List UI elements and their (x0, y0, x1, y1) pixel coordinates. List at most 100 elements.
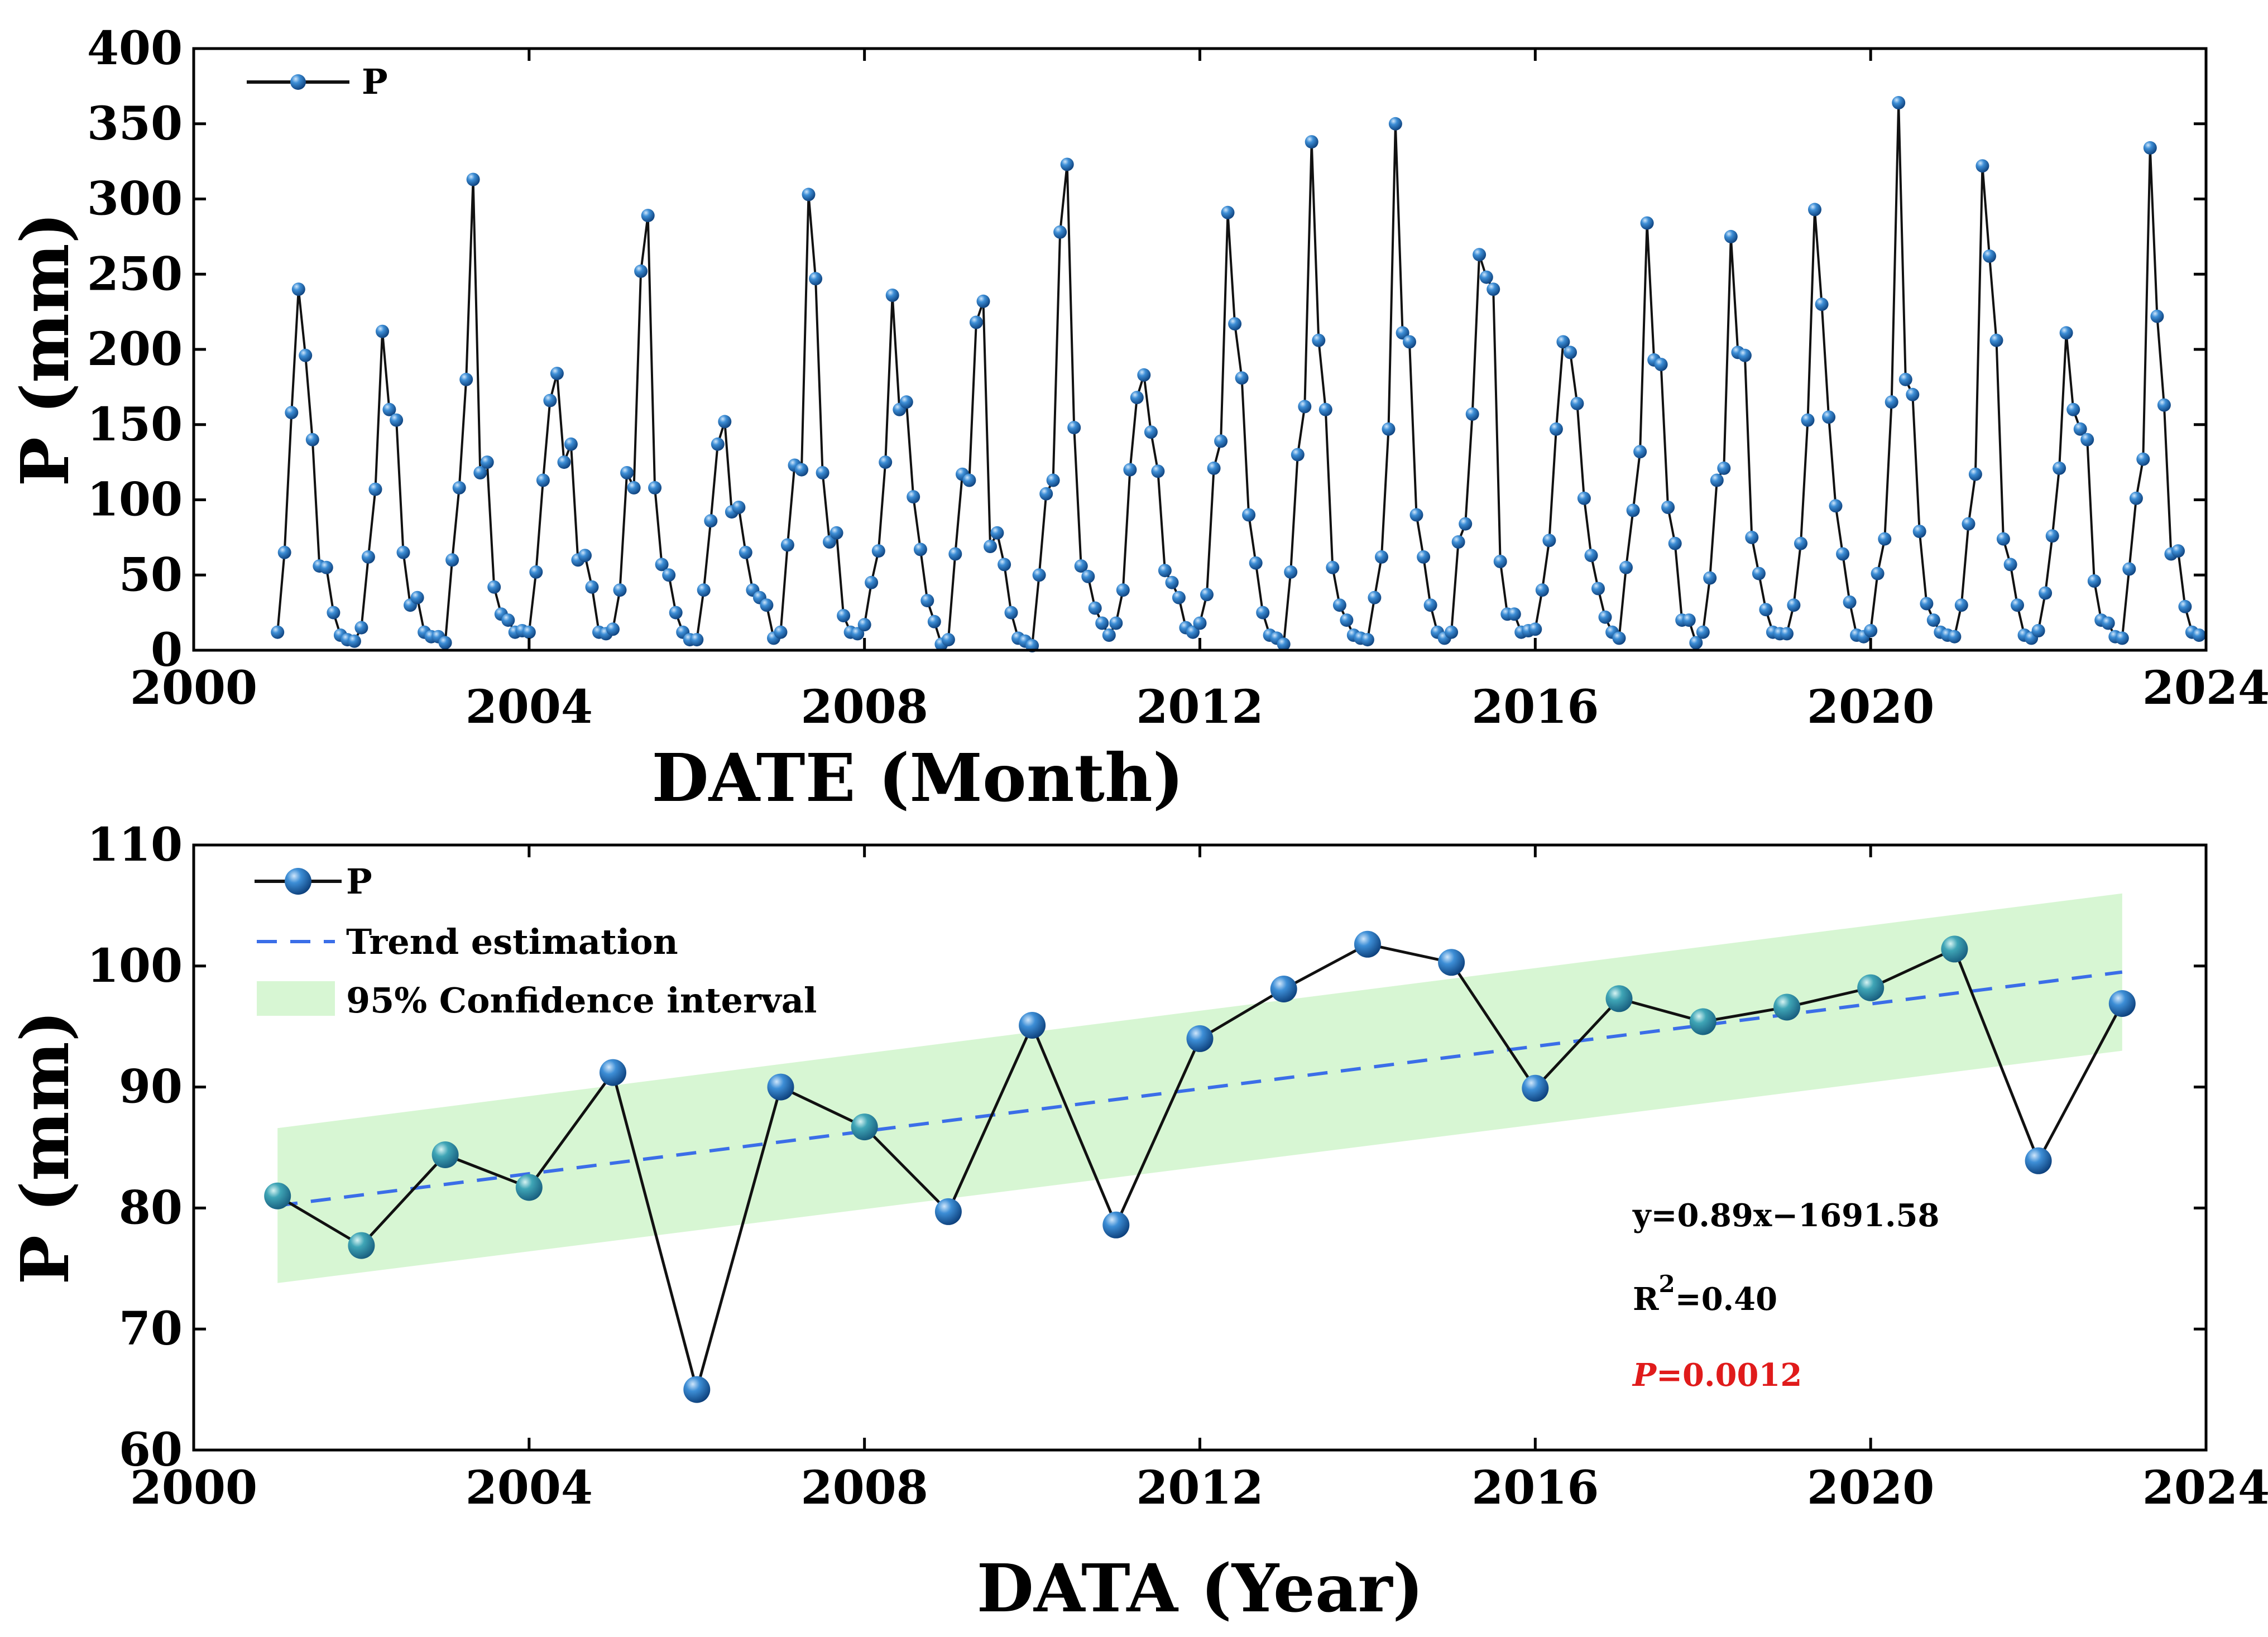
monthly-point (879, 455, 893, 469)
x-tick-label: 2024 (2142, 661, 2268, 715)
monthly-point (1926, 613, 1940, 627)
monthly-point (774, 625, 788, 639)
monthly-point (711, 437, 725, 451)
monthly-point (1172, 591, 1186, 604)
annual-series-points (264, 930, 2136, 1403)
monthly-point (1165, 575, 1179, 589)
annual-point (767, 1073, 794, 1101)
monthly-point (837, 609, 851, 622)
annual-point (934, 1198, 962, 1225)
annual-point (600, 1059, 626, 1086)
annual-point (515, 1174, 543, 1201)
monthly-point (1193, 616, 1207, 630)
monthly-point (1340, 613, 1354, 627)
monthly-point (780, 538, 794, 552)
monthly-point (396, 545, 410, 559)
y-tick-label: 100 (87, 473, 183, 527)
monthly-point (585, 580, 599, 594)
monthly-point (1968, 467, 1982, 481)
monthly-point (299, 348, 313, 362)
monthly-point (376, 324, 389, 338)
monthly-point (1724, 229, 1738, 243)
x-tick-label: 2000 (130, 1461, 257, 1515)
monthly-point (291, 282, 305, 296)
monthly-point (1298, 400, 1312, 414)
monthly-point (1144, 425, 1158, 439)
monthly-point (1459, 517, 1473, 531)
monthly-point (1570, 397, 1584, 410)
x-tick-label: 2024 (2142, 1461, 2268, 1515)
y-tick-label: 110 (87, 818, 183, 872)
monthly-point (459, 372, 473, 386)
y-axis-title: P (mm) (6, 212, 84, 486)
annual-point (1605, 985, 1633, 1012)
monthly-point (1116, 583, 1130, 597)
monthly-point (1836, 547, 1850, 561)
monthly-point (1745, 530, 1759, 544)
monthly-point (1228, 317, 1242, 331)
monthly-point (1291, 448, 1305, 462)
monthly-point (1962, 517, 1975, 531)
monthly-point (1983, 249, 1996, 263)
y-tick-label: 70 (119, 1302, 183, 1356)
monthly-point (899, 395, 913, 409)
y-tick-label: 200 (87, 323, 183, 376)
monthly-point (1885, 395, 1898, 409)
monthly-point (1277, 637, 1291, 651)
annual-point (1857, 974, 1885, 1001)
monthly-point (913, 543, 927, 556)
monthly-point (557, 455, 571, 469)
monthly-point (1696, 625, 1710, 639)
monthly-point (1375, 550, 1388, 564)
monthly-point (1912, 525, 1926, 539)
y-tick-label: 80 (119, 1181, 183, 1235)
monthly-point (529, 565, 543, 579)
monthly-point (816, 466, 829, 479)
monthly-point (1564, 345, 1577, 359)
annual-point (1354, 930, 1381, 958)
annual-point (1102, 1211, 1130, 1238)
monthly-point (1892, 96, 1906, 109)
annual-point (348, 1232, 375, 1259)
monthly-point (2157, 398, 2171, 412)
monthly-point (871, 544, 885, 558)
monthly-point (1584, 549, 1598, 563)
r-squared: R2=0.40 (1633, 1270, 1777, 1318)
monthly-point (1493, 555, 1507, 568)
monthly-point (927, 615, 941, 628)
annual-point (1689, 1008, 1716, 1035)
monthly-point (1898, 372, 1912, 386)
x-tick-label: 2008 (801, 1461, 928, 1515)
monthly-point (1326, 560, 1340, 574)
monthly-point (1598, 610, 1612, 624)
monthly-point (620, 466, 634, 479)
annual-point (1773, 993, 1800, 1021)
monthly-point (760, 598, 774, 612)
monthly-point (1207, 461, 1221, 475)
y-tick-label: 350 (87, 97, 183, 151)
monthly-point (382, 402, 396, 416)
monthly-point (2053, 461, 2066, 475)
legend: P Trend estimation 95% Confidence interv… (255, 861, 817, 1021)
monthly-point (1305, 135, 1318, 149)
monthly-point (718, 415, 732, 429)
monthly-point (1996, 532, 2010, 546)
monthly-point (802, 188, 816, 201)
monthly-point (452, 481, 466, 495)
monthly-point (1382, 422, 1396, 436)
monthly-point (795, 463, 808, 477)
monthly-point (2011, 598, 2024, 612)
monthly-point (487, 580, 501, 594)
monthly-point (1088, 601, 1102, 615)
annual-point (851, 1113, 878, 1141)
monthly-point (1388, 117, 1402, 131)
monthly-point (361, 550, 375, 564)
monthly-point (2122, 562, 2136, 576)
monthly-point (1074, 559, 1088, 573)
legend-label-p: P (362, 61, 388, 102)
x-tick-label: 2016 (1471, 680, 1599, 734)
p-value: P=0.0012 (1632, 1357, 1802, 1394)
legend-marker-p (290, 74, 306, 90)
monthly-point (669, 606, 683, 620)
y-tick-label: 300 (87, 172, 183, 226)
